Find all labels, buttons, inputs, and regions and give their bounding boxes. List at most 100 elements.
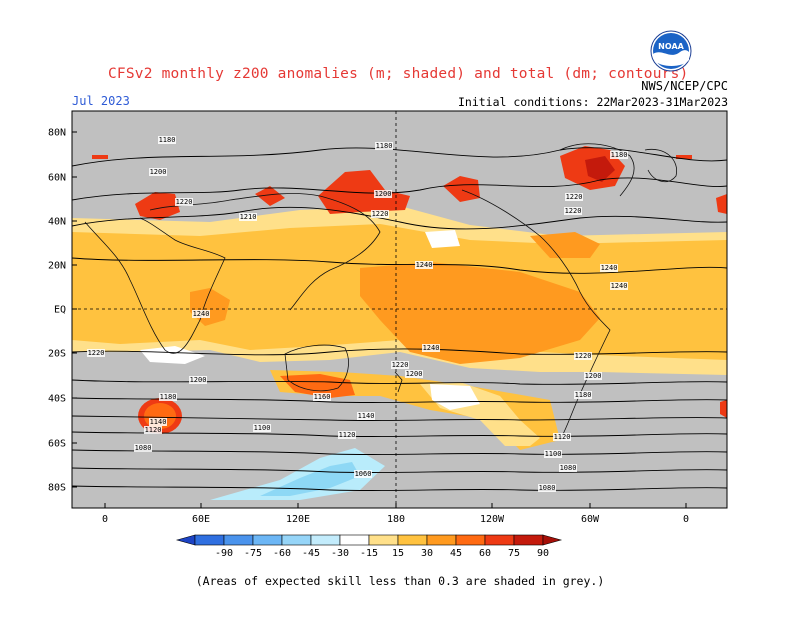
colorbar-segment	[223, 534, 254, 546]
colorbar-tick-label: 30	[421, 548, 433, 559]
lat-tick-label: 80S	[48, 483, 66, 494]
contour-label: 1180	[574, 391, 592, 399]
anomaly-75-region	[135, 192, 180, 220]
colorbar-segment	[426, 534, 457, 546]
colorbar-tick-label: -90	[215, 548, 233, 559]
noaa-logo-icon: NOAA	[650, 30, 692, 72]
anomaly-90-region	[585, 156, 615, 182]
svg-text:1220: 1220	[565, 207, 582, 215]
lat-tick-label: 60S	[48, 439, 66, 450]
anomaly-45-region	[360, 262, 600, 364]
svg-text:1220: 1220	[566, 193, 583, 201]
contour-label: 1220	[87, 349, 105, 357]
svg-text:1120: 1120	[145, 426, 162, 434]
colorbar-tick-label: 15	[392, 548, 404, 559]
colorbar-segment	[484, 534, 515, 546]
contour-label: 1180	[375, 142, 393, 150]
colorbar-segment	[455, 534, 486, 546]
colorbar-segment	[513, 534, 544, 546]
svg-text:1220: 1220	[176, 198, 193, 206]
anomaly-75-region	[255, 186, 285, 206]
contour-label: 1200	[374, 190, 392, 198]
colorbar-tick-label: 60	[479, 548, 491, 559]
contour-label: 1240	[600, 264, 618, 272]
contour-label: 1220	[565, 193, 583, 201]
contour-label: 1120	[553, 433, 571, 441]
chart-title: CFSv2 monthly z200 anomalies (m; shaded)…	[108, 66, 689, 82]
svg-text:1180: 1180	[159, 136, 176, 144]
svg-text:1180: 1180	[575, 391, 592, 399]
contour-label: 1220	[175, 198, 193, 206]
reference-lines	[72, 111, 727, 508]
anomaly-45-region	[530, 232, 600, 258]
contour-label: 1140	[357, 412, 375, 420]
svg-text:1100: 1100	[254, 424, 271, 432]
contour-label: 1200	[149, 168, 167, 176]
svg-text:1220: 1220	[88, 349, 105, 357]
lat-tick-label: 40N	[48, 217, 66, 228]
colorbar-tick-label: -60	[273, 548, 291, 559]
colorbar-tick-label: 90	[537, 548, 549, 559]
svg-text:1140: 1140	[150, 418, 167, 426]
contour-label: 1220	[371, 210, 389, 218]
lon-tick-label: 0	[102, 514, 108, 525]
colorbar-segment	[281, 534, 312, 546]
negative-anomaly-patch	[140, 346, 205, 364]
svg-text:1200: 1200	[190, 376, 207, 384]
anomaly-75-region	[443, 176, 480, 202]
lon-tick-label: 0	[683, 514, 689, 525]
colorbar-segment	[397, 534, 428, 546]
svg-text:1240: 1240	[416, 261, 433, 269]
contour-label: 1240	[610, 282, 628, 290]
svg-text:1160: 1160	[314, 393, 331, 401]
skill-footnote: (Areas of expected skill less than 0.3 a…	[195, 574, 605, 588]
svg-text:1180: 1180	[376, 142, 393, 150]
svg-text:1060: 1060	[355, 470, 372, 478]
anomaly-75-region	[716, 194, 727, 214]
anomaly-75-region	[92, 155, 108, 159]
contour-label: 1240	[415, 261, 433, 269]
colorbar-tick-label: 45	[450, 548, 462, 559]
contour-label: 1220	[391, 361, 409, 369]
colorbar-segment	[339, 534, 370, 546]
contour-label: 1210	[239, 213, 257, 221]
lat-tick-label: EQ	[54, 305, 66, 316]
anomaly-60-region	[280, 374, 355, 398]
lon-tick-label: 120W	[480, 514, 505, 525]
contour-label: 1140	[149, 418, 167, 426]
anomaly-75-region	[676, 155, 692, 159]
contour-label: 1180	[610, 151, 628, 159]
colorbar: -90 -75 -60 -45 -30 -15 15 30 45 60 75 90	[175, 534, 563, 559]
contour-label: 1120	[338, 431, 356, 439]
contour-label: 1180	[158, 136, 176, 144]
lon-tick-label: 180	[387, 514, 405, 525]
lon-tick-label: 60E	[192, 514, 210, 525]
lat-tick-label: 20S	[48, 349, 66, 360]
contour-label: 1100	[253, 424, 271, 432]
contour-label: 1220	[564, 207, 582, 215]
lat-tick-label: 80N	[48, 128, 66, 139]
latitude-axis: 80N 60N 40N 20N EQ 20S 40S 60S 80S	[48, 128, 77, 494]
svg-text:1240: 1240	[423, 344, 440, 352]
organization-label: NWS/NCEP/CPC	[641, 79, 728, 93]
colorbar-segment	[252, 534, 283, 546]
svg-text:1140: 1140	[358, 412, 375, 420]
svg-text:1080: 1080	[539, 484, 556, 492]
positive-anomaly-patch	[430, 384, 480, 410]
anomaly-75-region	[720, 400, 727, 418]
contour-label: 1080	[134, 444, 152, 452]
svg-text:1200: 1200	[150, 168, 167, 176]
contour-label: 1200	[189, 376, 207, 384]
contour-label: 1160	[313, 393, 331, 401]
contour-labels: 1180 1180 1180 1200 1220 1200 1220 1220 1210 1220…	[87, 136, 628, 492]
svg-text:1240: 1240	[611, 282, 628, 290]
svg-text:1100: 1100	[545, 450, 562, 458]
contour-label: 1240	[422, 344, 440, 352]
initial-conditions: Initial conditions: 22Mar2023-31Mar2023	[457, 95, 728, 109]
svg-text:1180: 1180	[611, 151, 628, 159]
contour-label: 1200	[584, 372, 602, 380]
svg-text:1080: 1080	[560, 464, 577, 472]
contour-label: 1080	[538, 484, 556, 492]
contour-label: 1240	[192, 310, 210, 318]
contour-label: 1100	[544, 450, 562, 458]
